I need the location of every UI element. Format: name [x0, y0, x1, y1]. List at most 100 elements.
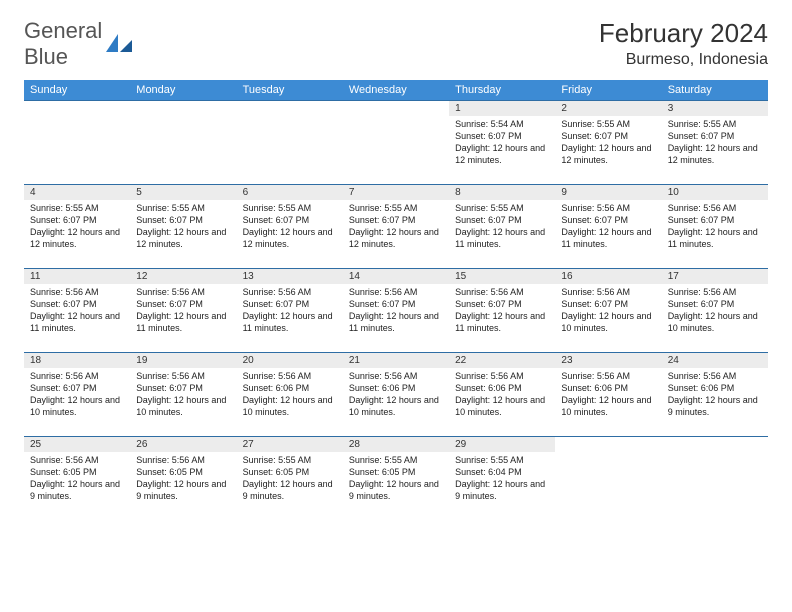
day-details: Sunrise: 5:56 AMSunset: 6:06 PMDaylight:…: [343, 368, 449, 423]
sunrise-line: Sunrise: 5:54 AM: [455, 118, 549, 130]
calendar-day-cell: 27Sunrise: 5:55 AMSunset: 6:05 PMDayligh…: [237, 437, 343, 521]
day-number: 27: [237, 437, 343, 452]
month-title: February 2024: [599, 18, 768, 49]
day-details: Sunrise: 5:56 AMSunset: 6:07 PMDaylight:…: [130, 284, 236, 339]
calendar-day-cell: 14Sunrise: 5:56 AMSunset: 6:07 PMDayligh…: [343, 269, 449, 353]
calendar-day-cell: 28Sunrise: 5:55 AMSunset: 6:05 PMDayligh…: [343, 437, 449, 521]
daylight-line: Daylight: 12 hours and 12 minutes.: [668, 142, 762, 166]
day-number-empty: [130, 101, 236, 116]
daylight-line: Daylight: 12 hours and 10 minutes.: [668, 310, 762, 334]
sunrise-line: Sunrise: 5:55 AM: [30, 202, 124, 214]
calendar-day-cell: [555, 437, 661, 521]
sunrise-line: Sunrise: 5:56 AM: [243, 370, 337, 382]
calendar-week-row: 25Sunrise: 5:56 AMSunset: 6:05 PMDayligh…: [24, 437, 768, 521]
logo: General Blue: [24, 18, 132, 70]
calendar-day-cell: 15Sunrise: 5:56 AMSunset: 6:07 PMDayligh…: [449, 269, 555, 353]
sunrise-line: Sunrise: 5:56 AM: [455, 286, 549, 298]
daylight-line: Daylight: 12 hours and 11 minutes.: [455, 226, 549, 250]
daylight-line: Daylight: 12 hours and 11 minutes.: [455, 310, 549, 334]
sunset-line: Sunset: 6:07 PM: [243, 214, 337, 226]
weekday-header: Wednesday: [343, 80, 449, 101]
day-details: Sunrise: 5:55 AMSunset: 6:07 PMDaylight:…: [662, 116, 768, 171]
calendar-week-row: 11Sunrise: 5:56 AMSunset: 6:07 PMDayligh…: [24, 269, 768, 353]
calendar-day-cell: 6Sunrise: 5:55 AMSunset: 6:07 PMDaylight…: [237, 185, 343, 269]
day-number: 16: [555, 269, 661, 284]
calendar-day-cell: 1Sunrise: 5:54 AMSunset: 6:07 PMDaylight…: [449, 101, 555, 185]
calendar-day-cell: 10Sunrise: 5:56 AMSunset: 6:07 PMDayligh…: [662, 185, 768, 269]
sunrise-line: Sunrise: 5:55 AM: [349, 202, 443, 214]
day-number: 29: [449, 437, 555, 452]
daylight-line: Daylight: 12 hours and 9 minutes.: [668, 394, 762, 418]
day-number: 8: [449, 185, 555, 200]
calendar-day-cell: 3Sunrise: 5:55 AMSunset: 6:07 PMDaylight…: [662, 101, 768, 185]
day-number: 10: [662, 185, 768, 200]
day-number: 17: [662, 269, 768, 284]
calendar-day-cell: 18Sunrise: 5:56 AMSunset: 6:07 PMDayligh…: [24, 353, 130, 437]
location: Burmeso, Indonesia: [599, 51, 768, 69]
sunset-line: Sunset: 6:07 PM: [668, 298, 762, 310]
calendar-day-cell: 29Sunrise: 5:55 AMSunset: 6:04 PMDayligh…: [449, 437, 555, 521]
calendar-day-cell: 16Sunrise: 5:56 AMSunset: 6:07 PMDayligh…: [555, 269, 661, 353]
sunrise-line: Sunrise: 5:56 AM: [668, 286, 762, 298]
day-number-empty: [343, 101, 449, 116]
calendar-day-cell: 5Sunrise: 5:55 AMSunset: 6:07 PMDaylight…: [130, 185, 236, 269]
daylight-line: Daylight: 12 hours and 10 minutes.: [561, 310, 655, 334]
calendar-day-cell: 19Sunrise: 5:56 AMSunset: 6:07 PMDayligh…: [130, 353, 236, 437]
day-number-empty: [662, 437, 768, 452]
day-details: Sunrise: 5:55 AMSunset: 6:07 PMDaylight:…: [449, 200, 555, 255]
sunset-line: Sunset: 6:07 PM: [30, 214, 124, 226]
day-details: Sunrise: 5:56 AMSunset: 6:05 PMDaylight:…: [24, 452, 130, 507]
weekday-header: Friday: [555, 80, 661, 101]
day-details: Sunrise: 5:55 AMSunset: 6:07 PMDaylight:…: [24, 200, 130, 255]
day-number: 3: [662, 101, 768, 116]
daylight-line: Daylight: 12 hours and 11 minutes.: [561, 226, 655, 250]
header: General Blue February 2024 Burmeso, Indo…: [24, 18, 768, 70]
day-number: 15: [449, 269, 555, 284]
sunset-line: Sunset: 6:07 PM: [668, 130, 762, 142]
daylight-line: Daylight: 12 hours and 11 minutes.: [668, 226, 762, 250]
sunrise-line: Sunrise: 5:56 AM: [668, 370, 762, 382]
daylight-line: Daylight: 12 hours and 10 minutes.: [30, 394, 124, 418]
day-details: Sunrise: 5:56 AMSunset: 6:06 PMDaylight:…: [662, 368, 768, 423]
day-number: 11: [24, 269, 130, 284]
day-details: Sunrise: 5:55 AMSunset: 6:04 PMDaylight:…: [449, 452, 555, 507]
sunset-line: Sunset: 6:07 PM: [455, 130, 549, 142]
sunrise-line: Sunrise: 5:55 AM: [243, 202, 337, 214]
calendar-table: Sunday Monday Tuesday Wednesday Thursday…: [24, 80, 768, 521]
sunrise-line: Sunrise: 5:56 AM: [243, 286, 337, 298]
weekday-header: Tuesday: [237, 80, 343, 101]
sunset-line: Sunset: 6:06 PM: [668, 382, 762, 394]
day-details: Sunrise: 5:56 AMSunset: 6:06 PMDaylight:…: [237, 368, 343, 423]
sunrise-line: Sunrise: 5:55 AM: [455, 454, 549, 466]
calendar-day-cell: [237, 101, 343, 185]
daylight-line: Daylight: 12 hours and 12 minutes.: [136, 226, 230, 250]
sunrise-line: Sunrise: 5:56 AM: [561, 202, 655, 214]
sunset-line: Sunset: 6:07 PM: [136, 214, 230, 226]
day-details: Sunrise: 5:55 AMSunset: 6:07 PMDaylight:…: [555, 116, 661, 171]
day-number-empty: [24, 101, 130, 116]
calendar-day-cell: 7Sunrise: 5:55 AMSunset: 6:07 PMDaylight…: [343, 185, 449, 269]
day-details: Sunrise: 5:55 AMSunset: 6:05 PMDaylight:…: [343, 452, 449, 507]
sunset-line: Sunset: 6:05 PM: [30, 466, 124, 478]
day-number: 2: [555, 101, 661, 116]
calendar-day-cell: 24Sunrise: 5:56 AMSunset: 6:06 PMDayligh…: [662, 353, 768, 437]
sunset-line: Sunset: 6:07 PM: [349, 214, 443, 226]
sunset-line: Sunset: 6:07 PM: [561, 130, 655, 142]
daylight-line: Daylight: 12 hours and 11 minutes.: [136, 310, 230, 334]
day-details: Sunrise: 5:56 AMSunset: 6:07 PMDaylight:…: [24, 368, 130, 423]
sunrise-line: Sunrise: 5:56 AM: [136, 370, 230, 382]
sunset-line: Sunset: 6:07 PM: [455, 298, 549, 310]
sunrise-line: Sunrise: 5:56 AM: [561, 370, 655, 382]
sunset-line: Sunset: 6:04 PM: [455, 466, 549, 478]
daylight-line: Daylight: 12 hours and 10 minutes.: [561, 394, 655, 418]
day-number-empty: [555, 437, 661, 452]
day-details: Sunrise: 5:56 AMSunset: 6:06 PMDaylight:…: [555, 368, 661, 423]
daylight-line: Daylight: 12 hours and 10 minutes.: [349, 394, 443, 418]
sunrise-line: Sunrise: 5:56 AM: [30, 370, 124, 382]
sunrise-line: Sunrise: 5:55 AM: [668, 118, 762, 130]
day-details: Sunrise: 5:55 AMSunset: 6:07 PMDaylight:…: [237, 200, 343, 255]
day-details: Sunrise: 5:56 AMSunset: 6:07 PMDaylight:…: [449, 284, 555, 339]
calendar-day-cell: 26Sunrise: 5:56 AMSunset: 6:05 PMDayligh…: [130, 437, 236, 521]
day-details: Sunrise: 5:56 AMSunset: 6:07 PMDaylight:…: [343, 284, 449, 339]
calendar-day-cell: 23Sunrise: 5:56 AMSunset: 6:06 PMDayligh…: [555, 353, 661, 437]
